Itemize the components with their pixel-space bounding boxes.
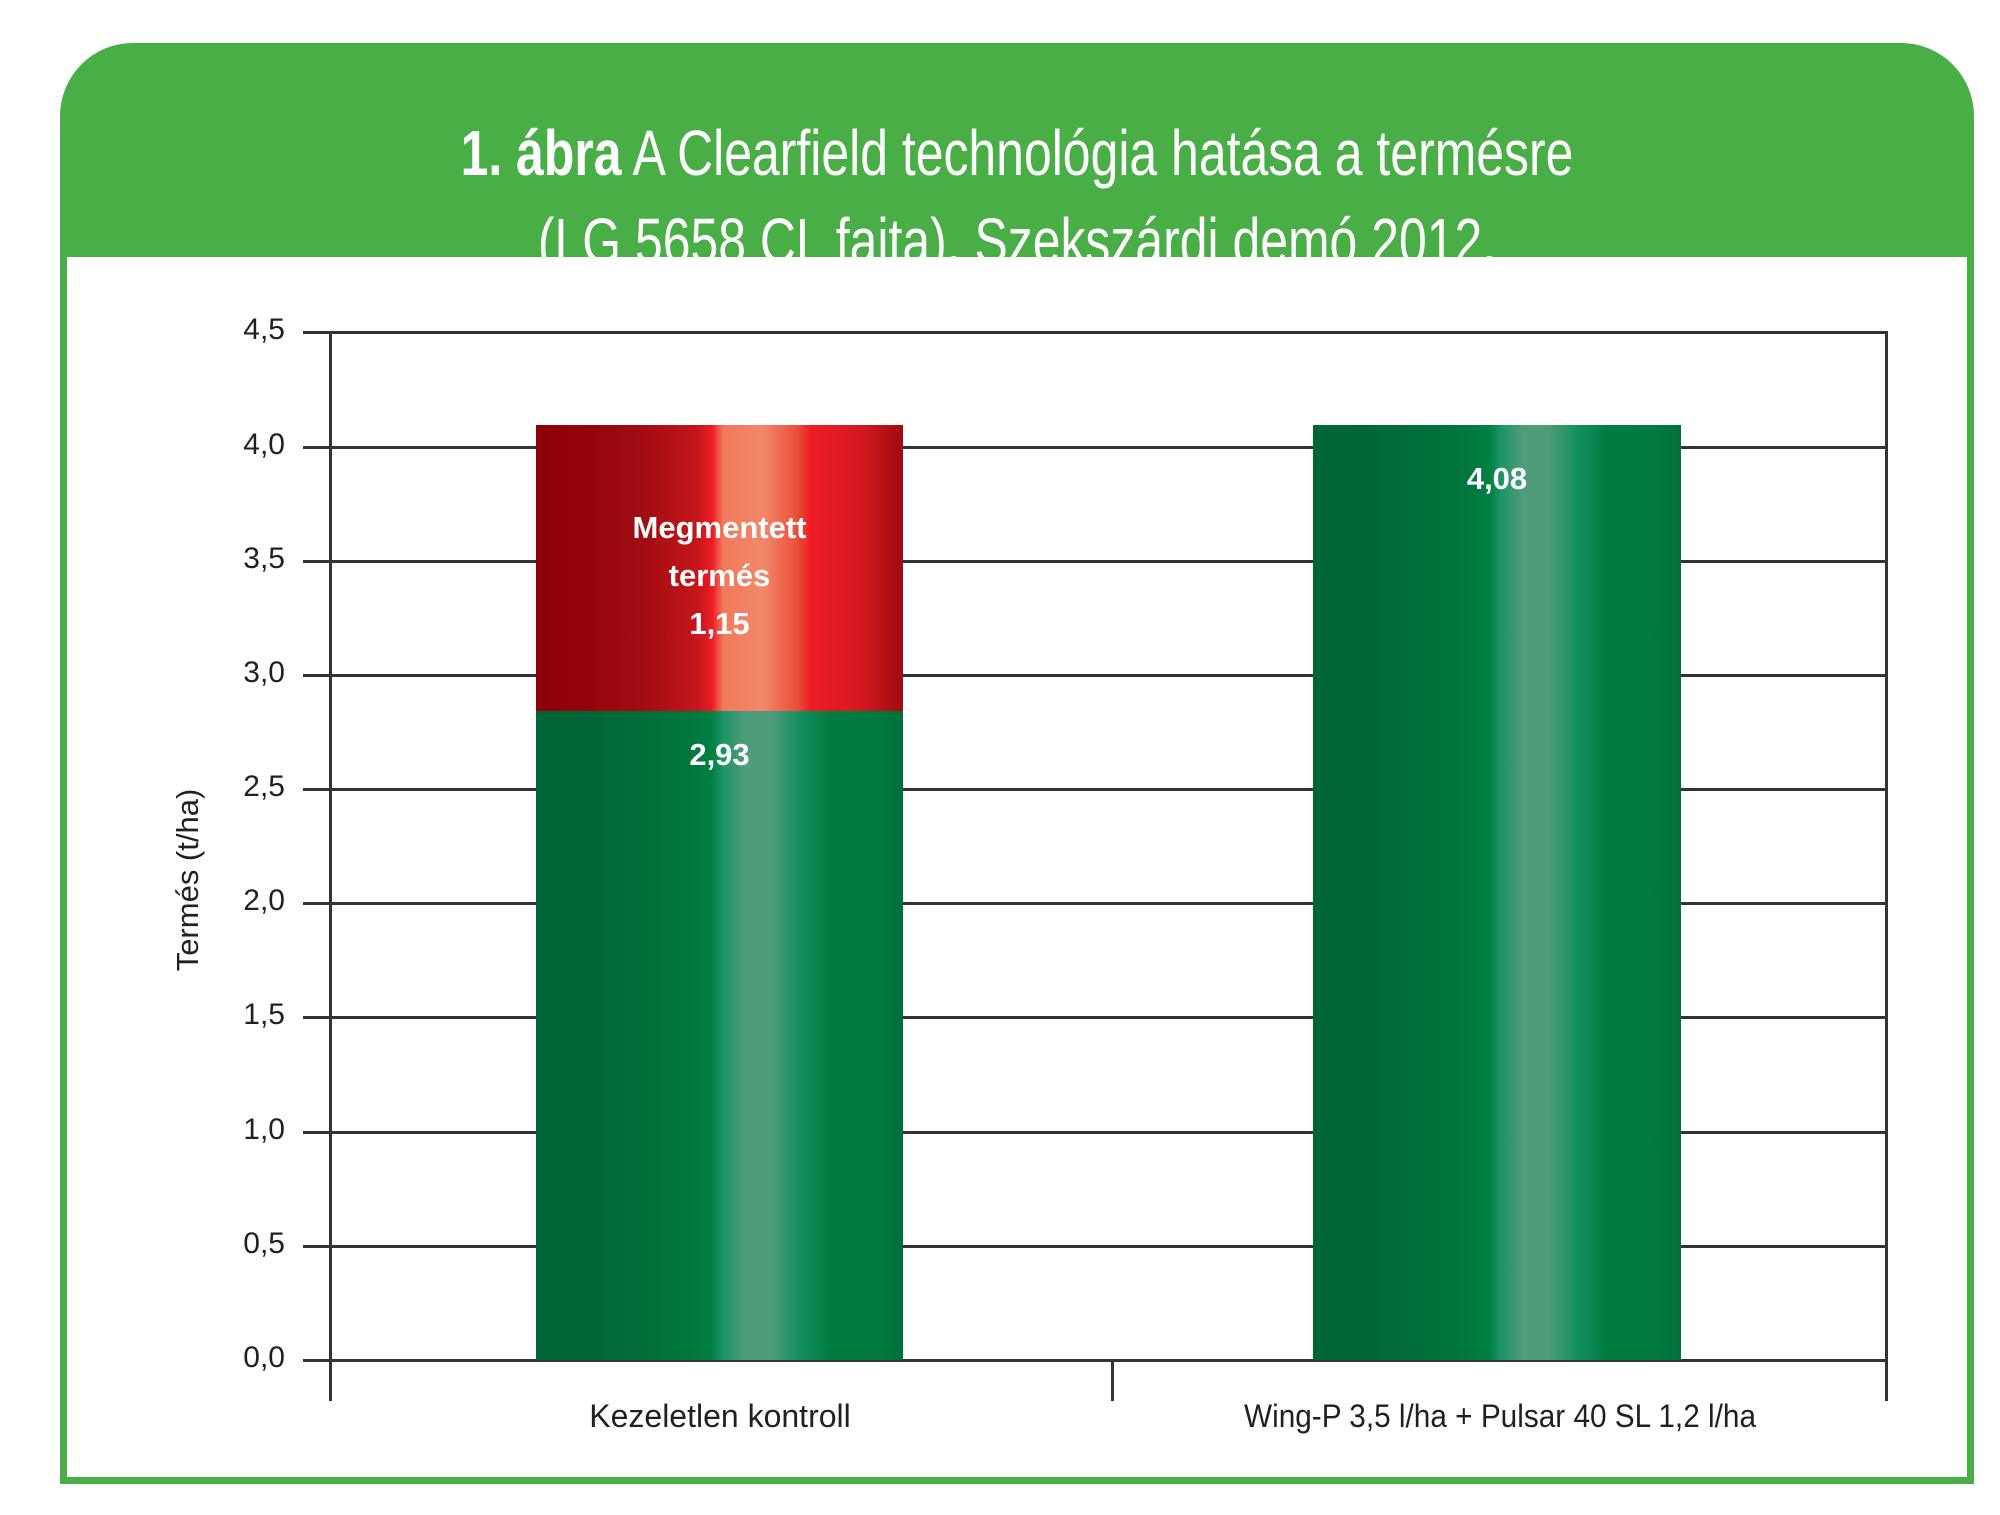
gridline-2-0 — [303, 902, 1886, 905]
bar-control-base-yield — [536, 711, 903, 1360]
gridline-0 — [303, 1359, 1886, 1362]
gridline-4-0 — [303, 446, 1886, 449]
ytick-label: 3,5 — [243, 542, 285, 575]
category-divider-tick — [1111, 1360, 1114, 1401]
ytick-label: 2,0 — [243, 884, 285, 917]
figure-frame: 1. ábra A Clearfield technológia hatása … — [60, 43, 1974, 1484]
ytick-label: 1,0 — [243, 1113, 285, 1146]
bar-control-saved-yield — [536, 425, 903, 711]
gridline-1-5 — [303, 1016, 1886, 1019]
saved-yield-label-line1: Megmentett — [632, 510, 807, 545]
figure-title-text: A Clearfield technológia hatása a termés… — [621, 117, 1574, 189]
gridline-4-5 — [303, 331, 1886, 334]
x-category-label-control: Kezeletlen kontroll — [589, 1398, 851, 1434]
gridline-1-0 — [303, 1131, 1886, 1134]
y-axis-right — [1885, 331, 1888, 1401]
ytick-label: 0,0 — [243, 1341, 285, 1374]
saved-yield-value: 1,15 — [689, 606, 750, 641]
ytick-label: 4,5 — [243, 313, 285, 346]
ytick-label: 2,5 — [243, 770, 285, 803]
ytick-label: 0,5 — [243, 1227, 285, 1260]
ytick-label: 1,5 — [243, 998, 285, 1031]
figure-number: 1. ábra — [460, 117, 622, 189]
gridline-3-0 — [303, 674, 1886, 677]
gridline-2-5 — [303, 788, 1886, 791]
saved-yield-label: Megmentett termés 1,15 — [536, 504, 903, 648]
x-category-label-treated: Wing-P 3,5 l/ha + Pulsar 40 SL 1,2 l/ha — [1243, 1398, 1756, 1434]
chart-body — [60, 257, 1974, 1484]
saved-yield-label-line2: termés — [668, 558, 771, 593]
gridline-3-5 — [303, 560, 1886, 563]
ytick-label: 4,0 — [243, 428, 285, 461]
treated-yield-value: 4,08 — [1466, 461, 1528, 496]
bar-treated-yield — [1313, 425, 1681, 1360]
y-axis-left — [329, 331, 332, 1401]
ytick-label: 3,0 — [243, 656, 285, 689]
y-axis-label: Termés (t/ha) — [170, 788, 205, 972]
figure-header: 1. ábra A Clearfield technológia hatása … — [60, 43, 1974, 273]
gridline-0-5 — [303, 1245, 1886, 1248]
figure-title-line1: 1. ábra A Clearfield technológia hatása … — [271, 121, 1764, 185]
control-yield-value: 2,93 — [689, 737, 750, 772]
